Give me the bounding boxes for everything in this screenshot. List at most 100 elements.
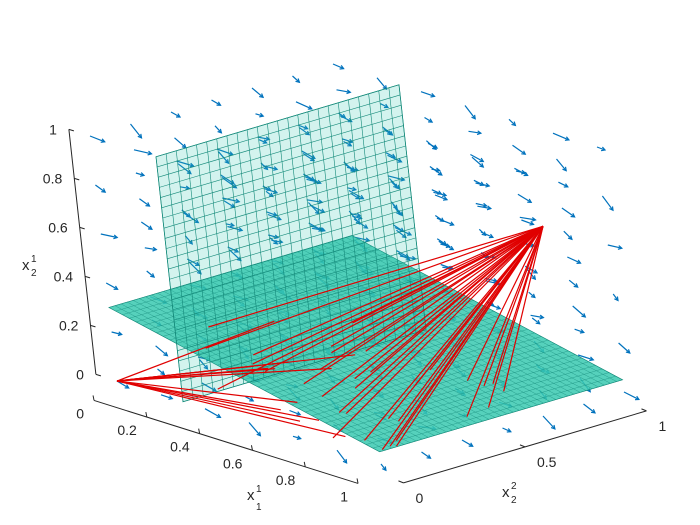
ray-line (116, 368, 276, 382)
x-tick (145, 411, 148, 418)
red-rays (116, 225, 544, 450)
vector-arrow-head (468, 442, 474, 447)
vector-arrow-head (567, 235, 573, 241)
vector-arrow (227, 246, 239, 253)
vector-arrow-head (625, 349, 631, 354)
vector-arrow-head (382, 85, 388, 91)
vector-arrow (257, 136, 270, 140)
vector-arrow (577, 354, 594, 361)
x-axis-label-sup: 1 (256, 484, 262, 495)
vector-arrow (299, 127, 310, 136)
vector-arrow-head (189, 162, 195, 168)
vector-arrow (563, 230, 573, 240)
vector-arrow-head (232, 183, 238, 189)
surface-mesh-line (272, 258, 544, 404)
y-axis-label-sub: 2 (511, 495, 517, 506)
vector-arrow-head (430, 92, 436, 98)
axes: 0 0.2 0.4 0.6 0.8 1 0 0.2 0.4 0.6 0.8 1 0 0.5 1 (43, 121, 667, 506)
ray-line (321, 225, 544, 397)
surface-mesh-line (278, 256, 550, 402)
vector-arrow-head (449, 221, 455, 226)
vector-arrow-head (521, 150, 527, 155)
vector-arrow-head (530, 242, 536, 248)
vector-arrow-head (382, 466, 387, 472)
vector-arrow-head (160, 370, 166, 376)
vector-arrow (568, 279, 579, 288)
vector-arrow-head (393, 183, 398, 189)
vector-arrow (436, 217, 454, 226)
x-axis-line (93, 399, 359, 484)
vector-arrow (484, 277, 498, 282)
vector-arrow-head (176, 113, 182, 118)
vector-arrow (380, 103, 389, 108)
vector-arrow-head (449, 245, 455, 251)
vector-arrow-head (397, 158, 403, 163)
vector-arrow (392, 203, 403, 216)
vector-arrow-head (229, 222, 236, 228)
vector-arrow (183, 212, 199, 224)
vector-arrow-head (150, 273, 156, 278)
vector-arrow-head (441, 192, 448, 197)
vector-arrow-head (634, 395, 640, 401)
vector-arrow (508, 118, 516, 126)
ray-line (116, 367, 332, 382)
vector-arrow (307, 202, 320, 215)
vector-arrow (140, 221, 153, 230)
ray-line (429, 225, 544, 371)
vector-arrow-head (347, 142, 353, 147)
vector-arrow-head (550, 424, 556, 430)
surface-mesh-line (398, 84, 427, 330)
vector-arrow (184, 235, 193, 245)
surface-mesh-line (372, 375, 616, 449)
vector-arrow (266, 211, 277, 216)
vector-arrow (420, 91, 435, 97)
vector-arrow-head (310, 154, 316, 160)
vector-arrow (214, 125, 222, 134)
vector-arrow-head (117, 331, 123, 337)
vector-arrow-head (224, 159, 230, 165)
x-tick-label: 1 (340, 488, 348, 504)
surface-mesh-line (257, 314, 501, 388)
vector-arrow-head (479, 162, 485, 168)
vector-arrow-head (488, 233, 495, 239)
ray-line (116, 380, 281, 411)
vector-arrow (211, 99, 221, 106)
vector-arrow (471, 156, 484, 168)
vector-arrow (470, 153, 484, 163)
vector-arrow-head (527, 198, 533, 204)
z-tick-label: 0.4 (54, 268, 74, 284)
vector-arrow (157, 368, 165, 375)
x-tick-label: 0.4 (170, 439, 190, 455)
vector-arrow (255, 113, 264, 117)
vector-arrow-head (228, 151, 234, 156)
vector-arrow (433, 191, 447, 196)
vector-arrow (343, 140, 352, 147)
vector-arrow-head (235, 198, 241, 204)
vector-arrow (502, 427, 512, 433)
vector-arrow-head (396, 210, 401, 216)
surface-mesh-line (345, 361, 589, 434)
y-axis-label-sup: 2 (511, 481, 517, 492)
vector-arrow-head (435, 167, 441, 173)
vector-arrow-head (137, 133, 143, 139)
ray-line (264, 225, 544, 372)
vector-arrow (251, 87, 264, 98)
ray-line (483, 226, 544, 387)
z-tick-label: 1 (49, 121, 57, 137)
vector-arrow (245, 396, 254, 402)
vector-arrow-head (531, 275, 537, 281)
surface-mesh-line (297, 251, 569, 397)
vector-arrow-head (365, 237, 371, 243)
vector-arrow (567, 256, 581, 264)
vector-arrow (429, 166, 443, 176)
ray-line (116, 320, 275, 382)
vector-arrow (436, 238, 447, 246)
surface-mesh-line (158, 104, 402, 178)
vector-arrow (89, 135, 105, 143)
vector-arrow-head (262, 139, 268, 144)
vector-arrow (601, 195, 614, 211)
vector-arrow (311, 227, 323, 231)
vector-arrow-head (163, 351, 169, 357)
vector-arrow (477, 205, 491, 210)
vector-arrow (265, 190, 274, 197)
